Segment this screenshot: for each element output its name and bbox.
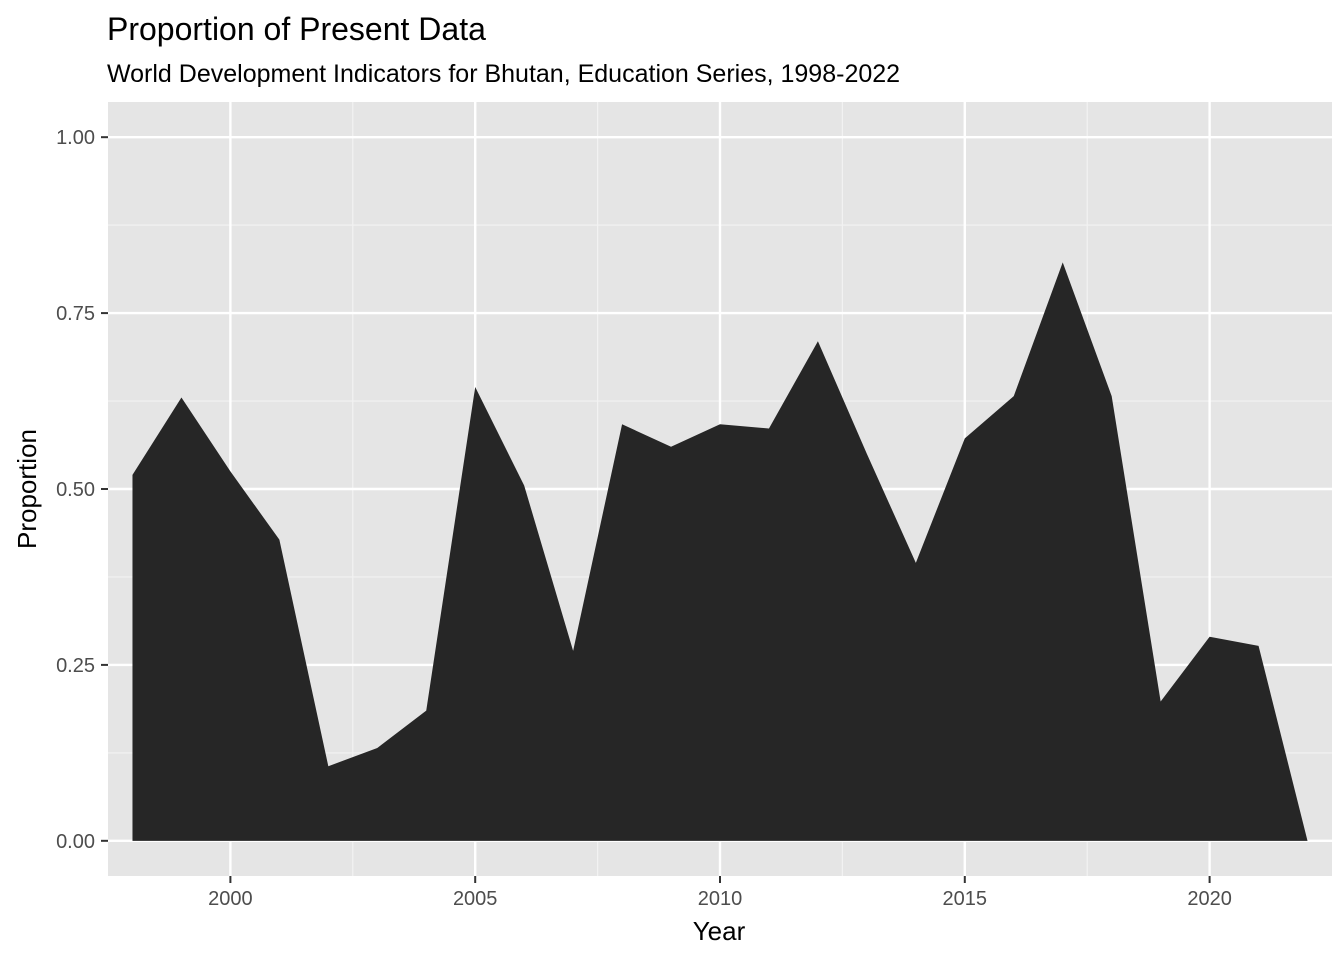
y-tick-label: 0.75 xyxy=(56,303,95,325)
x-tick-label: 2010 xyxy=(698,888,743,910)
y-axis-title: Proportion xyxy=(12,429,42,549)
area-series xyxy=(132,262,1308,841)
x-axis-title: Year xyxy=(693,916,746,946)
y-tick-label: 0.00 xyxy=(56,831,95,853)
chart-title: Proportion of Present Data xyxy=(107,11,486,47)
y-tick-label: 1.00 xyxy=(56,127,95,149)
y-axis: 0.00 0.25 0.50 0.75 1.00 xyxy=(56,127,108,853)
x-tick-label: 2000 xyxy=(208,888,253,910)
x-tick-label: 2015 xyxy=(943,888,988,910)
y-tick-label: 0.25 xyxy=(56,655,95,677)
x-tick-label: 2005 xyxy=(453,888,498,910)
x-tick-label: 2020 xyxy=(1187,888,1232,910)
y-tick-label: 0.50 xyxy=(56,479,95,501)
chart-subtitle: World Development Indicators for Bhutan,… xyxy=(107,60,900,88)
x-axis: 2000 2005 2010 2015 2020 xyxy=(208,876,1232,910)
